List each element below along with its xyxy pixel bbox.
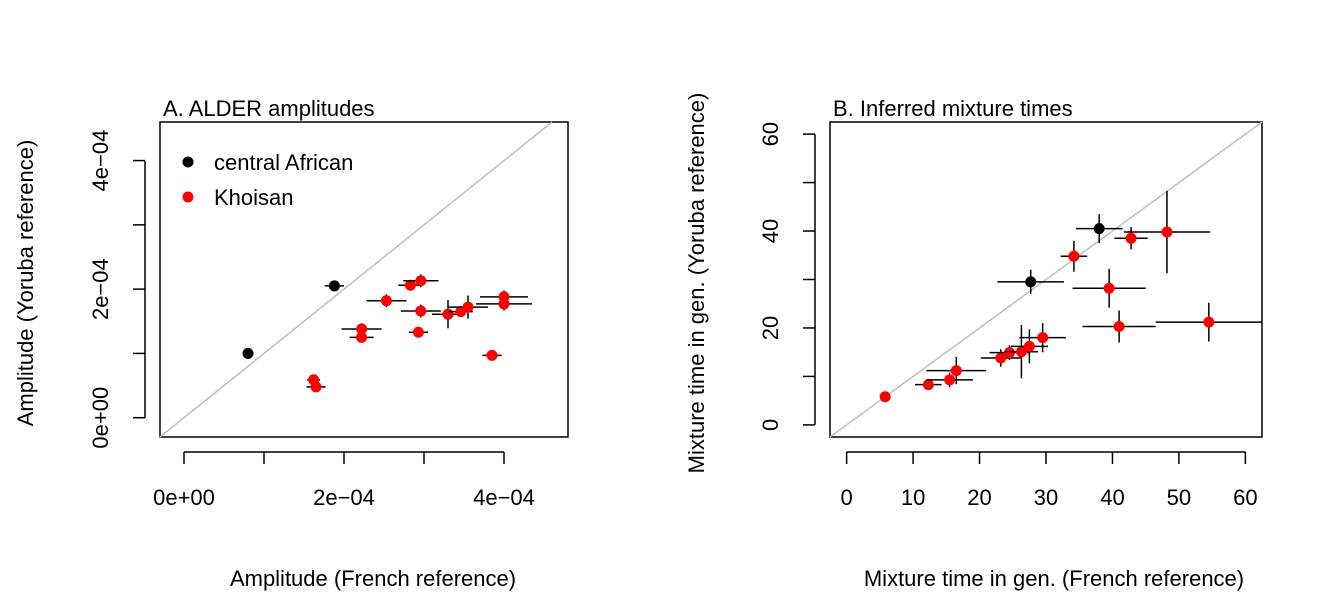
panel-b-data-point xyxy=(1015,346,1027,358)
panel-a-x-axis-label: Amplitude (French reference) xyxy=(230,566,516,591)
panel-a-y-axis: 0e+00 2e−04 4e−04 xyxy=(88,130,146,449)
panel-a-data-point xyxy=(404,279,416,291)
panel-a-data-point xyxy=(462,301,474,313)
panel-a-data-point xyxy=(356,331,368,343)
panel-a-data-point xyxy=(415,275,427,287)
panel-a-data-point xyxy=(412,326,424,338)
panel-a-x-tick-label: 4e−04 xyxy=(473,485,535,510)
legend-marker-khoisan xyxy=(182,191,194,203)
panel-a-y-tick-label: 2e−04 xyxy=(88,258,113,320)
panel-a-diagonal-line xyxy=(159,121,553,438)
panel-b-data-point xyxy=(1113,321,1125,333)
panel-a-data-point xyxy=(242,347,254,359)
panel-b-data-point xyxy=(944,374,956,386)
panel-b-y-tick-label: 40 xyxy=(758,219,783,243)
panel-b-y-tick-label: 0 xyxy=(758,419,783,431)
panel-b-data-points xyxy=(879,190,1262,403)
panel-b-x-tick-label: 30 xyxy=(1034,485,1058,510)
panel-b-data-point xyxy=(1093,223,1105,235)
panel-b-x-tick-label: 60 xyxy=(1233,485,1257,510)
panel-a-x-axis: 0e+00 2e−04 4e−04 xyxy=(153,451,535,510)
panel-b-data-point xyxy=(1203,316,1215,328)
panel-a-plot-frame xyxy=(159,121,569,438)
panel-a-data-point xyxy=(415,305,427,317)
panel-b-data-point xyxy=(1161,226,1173,238)
panel-b-data-point xyxy=(1025,276,1037,288)
panel-a-data-point xyxy=(380,295,392,307)
panel-b-data-point xyxy=(1003,347,1015,359)
panel-b-y-tick-label: 60 xyxy=(758,122,783,146)
panel-a-data-points xyxy=(242,274,532,393)
panel-a-diagonal xyxy=(159,121,553,438)
panel-b-title: B. Inferred mixture times xyxy=(833,96,1073,121)
panel-a-y-tick-label: 4e−04 xyxy=(88,130,113,192)
panel-b-x-tick-label: 10 xyxy=(901,485,925,510)
panel-a-chart: A. ALDER amplitudes Amplitude (French re… xyxy=(13,96,569,591)
panel-b-x-tick-label: 40 xyxy=(1100,485,1124,510)
panel-b-data-point xyxy=(1068,250,1080,262)
panel-b-plot-frame xyxy=(829,121,1263,438)
legend-label-khoisan: Khoisan xyxy=(214,185,294,210)
panel-b-x-axis: 0 10 20 30 40 50 60 xyxy=(840,451,1258,510)
panel-a-data-point xyxy=(442,308,454,320)
panel-b-data-point xyxy=(879,391,891,403)
panel-b-x-tick-label: 0 xyxy=(840,485,852,510)
panel-b-data-point xyxy=(1103,282,1115,294)
legend: central African Khoisan xyxy=(182,150,353,210)
panel-a-y-tick-label: 0e+00 xyxy=(88,387,113,449)
panel-b-x-tick-label: 20 xyxy=(967,485,991,510)
panel-b-data-point xyxy=(995,352,1007,364)
panel-a-data-point xyxy=(310,381,322,393)
panel-a-data-point xyxy=(356,323,368,335)
panel-b-y-axis: 0 20 40 60 xyxy=(758,122,816,431)
panel-b-data-point xyxy=(950,365,962,377)
legend-label-central-african: central African xyxy=(214,150,353,175)
panel-a-data-point xyxy=(486,349,498,361)
panel-b-data-point xyxy=(922,379,934,391)
panel-b-y-axis-label: Mixture time in gen. (Yoruba reference) xyxy=(684,93,709,474)
panel-a-data-point xyxy=(328,280,340,292)
panel-a-x-tick-label: 0e+00 xyxy=(153,485,215,510)
panel-b-data-point xyxy=(1037,332,1049,344)
panel-a-y-axis-label: Amplitude (Yoruba reference) xyxy=(13,140,38,427)
panel-b-x-axis-label: Mixture time in gen. (French reference) xyxy=(864,566,1244,591)
panel-b-x-tick-label: 50 xyxy=(1167,485,1191,510)
panel-a-x-tick-label: 2e−04 xyxy=(313,485,375,510)
panel-b-diagonal xyxy=(829,121,1263,438)
panel-b-data-point xyxy=(1023,340,1035,352)
panel-b-data-point xyxy=(1125,232,1137,244)
panel-a-title: A. ALDER amplitudes xyxy=(163,96,375,121)
panel-b-chart: B. Inferred mixture times Mixture time i… xyxy=(684,93,1263,591)
panel-b-y-tick-label: 20 xyxy=(758,316,783,340)
legend-marker-central-african xyxy=(182,156,194,168)
panel-a-data-point xyxy=(498,298,510,310)
panel-b-diagonal-line xyxy=(829,121,1263,438)
